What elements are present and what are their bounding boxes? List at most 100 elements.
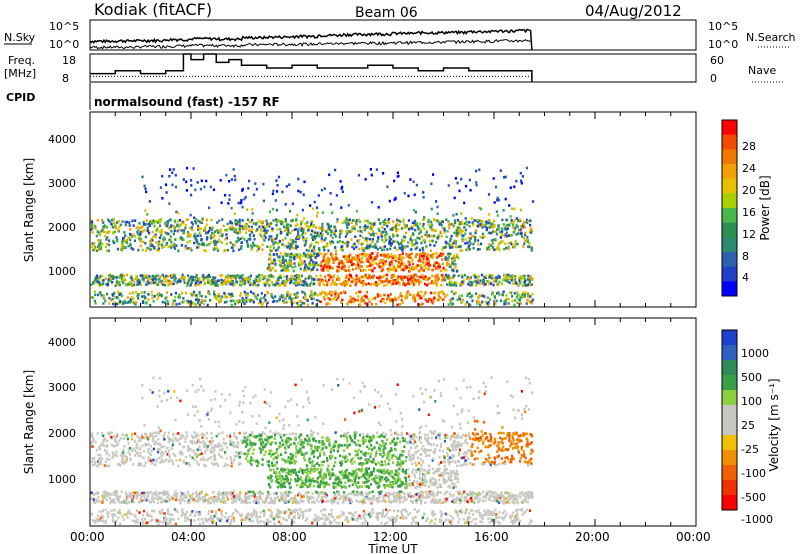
radar-cell bbox=[149, 453, 152, 457]
radar-cell bbox=[130, 300, 133, 304]
radar-cell bbox=[160, 231, 163, 235]
radar-cell bbox=[351, 268, 355, 271]
radar-cell bbox=[124, 220, 127, 224]
radar-cell bbox=[143, 275, 146, 278]
radar-cell bbox=[364, 294, 367, 298]
radar-cell bbox=[383, 274, 386, 277]
radar-cell bbox=[399, 303, 402, 306]
radar-cell bbox=[241, 300, 245, 304]
radar-cell bbox=[141, 278, 144, 281]
radar-cell bbox=[261, 458, 264, 461]
radar-cell bbox=[389, 244, 392, 247]
radar-cell bbox=[148, 275, 151, 278]
radar-cell bbox=[155, 431, 158, 434]
radar-cell bbox=[376, 254, 379, 257]
radar-cell bbox=[186, 284, 189, 287]
radar-cell bbox=[401, 249, 404, 252]
radar-cell bbox=[386, 267, 389, 271]
radar-cell bbox=[490, 244, 493, 247]
radar-cell bbox=[282, 282, 285, 285]
radar-cell bbox=[248, 439, 252, 442]
radar-cell bbox=[166, 453, 169, 456]
radar-cell bbox=[315, 274, 318, 278]
radar-cell bbox=[494, 302, 497, 305]
radar-cell bbox=[448, 449, 451, 452]
radar-cell bbox=[229, 220, 232, 223]
radar-cell bbox=[319, 263, 322, 266]
radar-cell bbox=[439, 230, 442, 234]
radar-cell bbox=[123, 231, 126, 234]
radar-cell bbox=[513, 245, 516, 249]
radar-cell bbox=[233, 442, 236, 445]
radar-cell bbox=[274, 249, 277, 252]
radar-cell bbox=[501, 293, 504, 296]
radar-cell bbox=[157, 247, 160, 250]
radar-cell bbox=[149, 435, 152, 439]
radar-cell bbox=[326, 244, 329, 248]
radar-cell bbox=[254, 182, 257, 185]
radar-cell bbox=[349, 460, 352, 464]
radar-cell bbox=[205, 445, 208, 449]
radar-cell bbox=[340, 187, 343, 190]
radar-cell bbox=[399, 220, 402, 223]
radar-cell bbox=[387, 462, 390, 466]
radar-cell bbox=[166, 299, 169, 303]
radar-cell bbox=[399, 464, 402, 468]
radar-cell bbox=[342, 434, 345, 437]
radar-cell bbox=[145, 283, 148, 286]
radar-cell bbox=[303, 244, 306, 247]
radar-cell bbox=[172, 245, 176, 248]
radar-cell bbox=[530, 249, 533, 252]
radar-cell bbox=[254, 284, 258, 287]
radar-cell bbox=[505, 294, 508, 297]
colorbar-segment bbox=[722, 164, 737, 179]
radar-cell bbox=[263, 453, 266, 457]
radar-cell bbox=[283, 301, 286, 304]
radar-cell bbox=[341, 221, 344, 225]
radar-cell bbox=[281, 190, 284, 194]
radar-cell bbox=[223, 464, 226, 468]
radar-cell bbox=[429, 443, 433, 446]
radar-cell bbox=[307, 249, 310, 252]
radar-cell bbox=[302, 445, 305, 449]
radar-cell bbox=[104, 277, 107, 280]
radar-cell bbox=[322, 229, 325, 232]
radar-cell bbox=[332, 261, 335, 265]
radar-cell bbox=[414, 273, 417, 277]
radar-cell bbox=[371, 258, 374, 262]
radar-cell bbox=[336, 257, 339, 261]
radar-cell bbox=[157, 249, 160, 253]
radar-cell bbox=[213, 449, 216, 452]
radar-cell bbox=[319, 300, 322, 304]
radar-cell bbox=[268, 222, 271, 226]
radar-cell bbox=[405, 282, 408, 286]
radar-cell bbox=[365, 290, 369, 294]
radar-cell bbox=[131, 278, 134, 282]
radar-cell bbox=[356, 453, 359, 456]
radar-cell bbox=[394, 227, 398, 231]
radar-cell bbox=[223, 301, 226, 304]
radar-cell bbox=[271, 249, 274, 252]
radar-cell bbox=[108, 458, 111, 461]
radar-cell bbox=[403, 439, 407, 443]
radar-cell bbox=[143, 222, 146, 226]
radar-cell bbox=[388, 452, 391, 455]
radar-cell bbox=[291, 229, 294, 233]
radar-cell bbox=[462, 229, 465, 233]
radar-cell bbox=[513, 303, 516, 307]
radar-cell bbox=[280, 269, 283, 272]
radar-cell bbox=[147, 437, 150, 441]
radar-cell bbox=[130, 276, 133, 280]
radar-cell bbox=[437, 294, 440, 298]
radar-cell bbox=[343, 443, 346, 447]
radar-cell bbox=[216, 240, 219, 244]
radar-cell bbox=[170, 246, 173, 249]
radar-cell bbox=[195, 273, 198, 277]
radar-cell bbox=[210, 278, 213, 282]
radar-cell bbox=[396, 248, 399, 252]
radar-cell bbox=[177, 224, 180, 228]
radar-cell bbox=[221, 448, 224, 452]
radar-cell bbox=[235, 223, 238, 226]
radar-cell bbox=[423, 448, 426, 451]
radar-cell bbox=[363, 225, 366, 229]
